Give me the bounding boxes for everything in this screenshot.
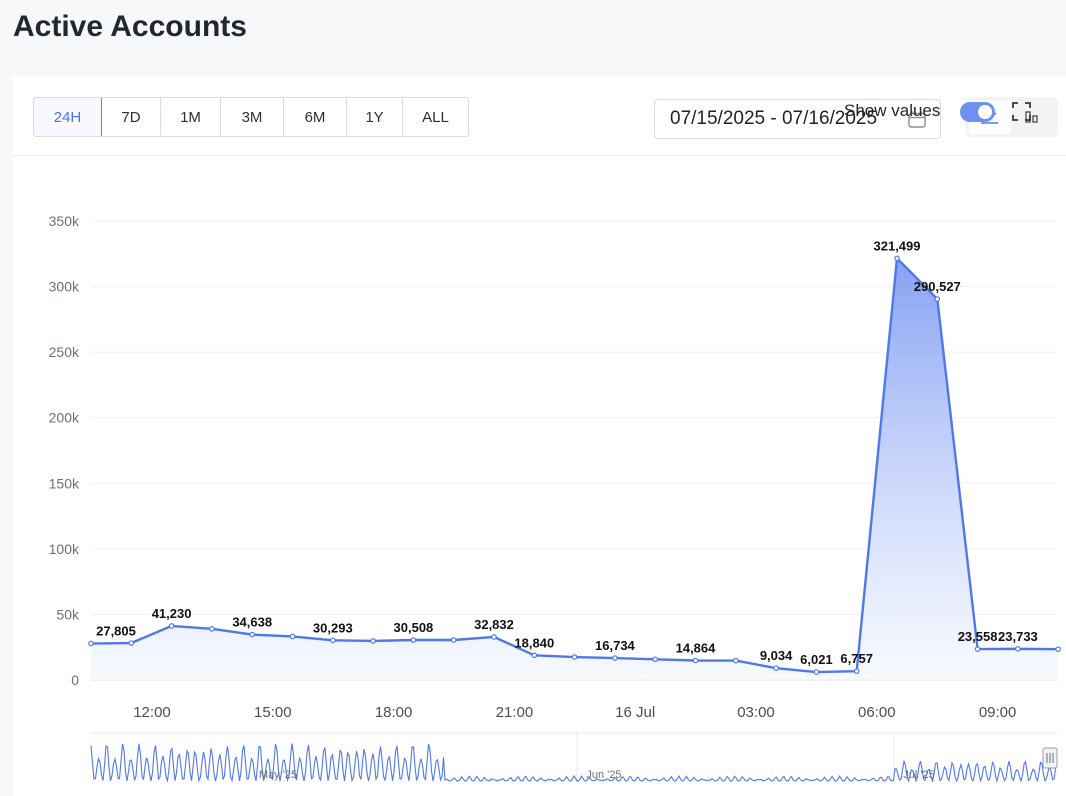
range-button-1m[interactable]: 1M bbox=[161, 98, 221, 136]
page-title: Active Accounts bbox=[13, 10, 247, 43]
toggle-knob bbox=[978, 105, 992, 119]
range-button-24h[interactable]: 24H bbox=[34, 98, 102, 136]
time-range-selector: 24H 7D 1M 3M 6M 1Y ALL bbox=[33, 97, 469, 137]
range-button-6m[interactable]: 6M bbox=[284, 98, 347, 136]
chart-view-toggle bbox=[966, 97, 1058, 137]
show-values-label: Show values bbox=[844, 101, 941, 120]
date-range-picker[interactable]: 07/15/2025 - 07/16/2025 bbox=[654, 99, 941, 139]
toolbar-divider bbox=[13, 155, 1066, 156]
range-button-all[interactable]: ALL bbox=[422, 108, 449, 126]
chart-card: 24H 7D 1M 3M 6M 1Y ALL 07/15/2025 - 07/1… bbox=[13, 77, 1066, 796]
date-range-value: 07/15/2025 - 07/16/2025 bbox=[670, 108, 878, 129]
range-button-1y[interactable]: 1Y bbox=[347, 98, 403, 136]
range-button-3m[interactable]: 3M bbox=[221, 98, 284, 136]
fullscreen-icon[interactable] bbox=[1012, 102, 1031, 121]
calendar-icon bbox=[908, 111, 926, 128]
show-values-toggle[interactable] bbox=[960, 102, 995, 122]
range-button-7d[interactable]: 7D bbox=[102, 98, 161, 136]
